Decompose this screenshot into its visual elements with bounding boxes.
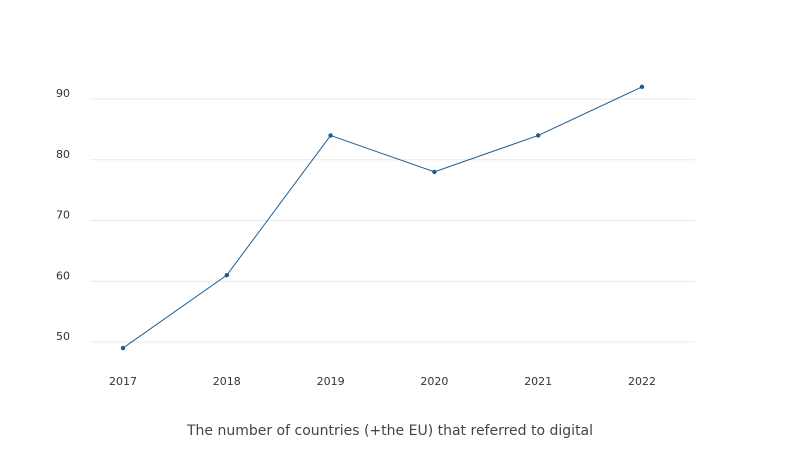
- x-tick-label: 2020: [420, 375, 448, 388]
- x-axis-ticks: 2017 2018 2019 2020 2021 2022: [109, 375, 656, 388]
- x-tick-label: 2022: [628, 375, 656, 388]
- data-point: [432, 169, 437, 175]
- y-tick-label: 50: [56, 330, 70, 343]
- line-chart: 50 60 70 80 90 2017 2018 2019 2020 2021 2022: [56, 84, 695, 388]
- series-line: [122, 86, 643, 349]
- y-tick-label: 60: [56, 269, 70, 282]
- data-point: [224, 272, 229, 278]
- y-axis-ticks: 50 60 70 80 90: [56, 87, 70, 343]
- gridlines: [90, 98, 695, 343]
- data-points: [120, 84, 645, 351]
- y-tick-label: 80: [56, 148, 70, 161]
- data-point: [328, 133, 333, 138]
- y-tick-label: 70: [56, 209, 70, 222]
- x-tick-label: 2021: [524, 375, 552, 388]
- x-tick-label: 2018: [213, 375, 241, 388]
- data-point: [536, 133, 541, 138]
- y-tick-label: 90: [56, 87, 70, 100]
- x-tick-label: 2017: [109, 375, 137, 388]
- x-tick-label: 2019: [317, 375, 345, 388]
- data-point: [639, 84, 645, 90]
- chart-caption: The number of countries (+the EU) that r…: [186, 423, 594, 439]
- data-point: [120, 345, 126, 351]
